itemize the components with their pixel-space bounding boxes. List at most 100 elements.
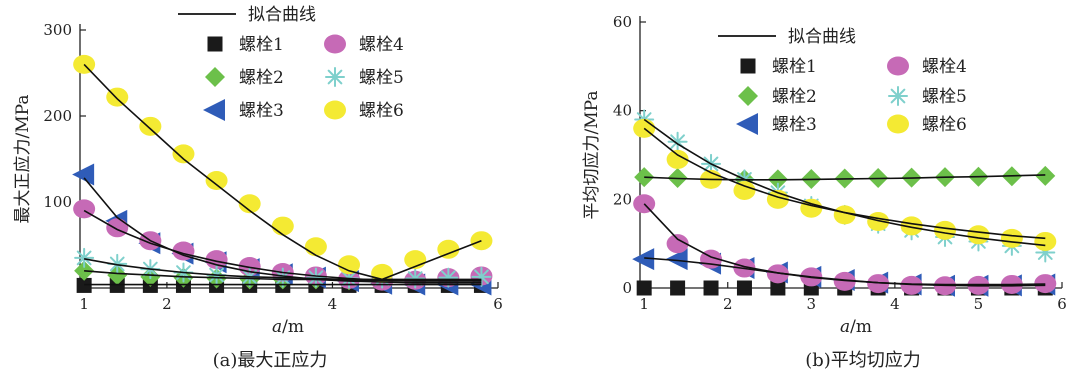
- legend-marker: [740, 58, 756, 74]
- legend-label: 螺栓5: [922, 87, 967, 107]
- chart-caption: (b)平均切应力: [805, 350, 921, 371]
- y-tick-label: 20: [613, 190, 632, 208]
- legend-item-2: 螺栓2: [738, 86, 817, 107]
- data-point: [139, 116, 162, 136]
- data-point: [632, 248, 655, 271]
- data-point: [338, 255, 361, 275]
- x-axis-variable: a: [272, 317, 282, 337]
- data-point: [438, 267, 459, 288]
- legend-marker: [887, 56, 909, 76]
- data-point: [666, 234, 689, 254]
- x-tick-label: 4: [328, 295, 338, 313]
- x-tick-label: 1: [639, 295, 649, 313]
- data-point: [1000, 228, 1023, 248]
- legend-label: 螺栓2: [239, 68, 284, 88]
- legend-label: 螺栓4: [359, 35, 404, 55]
- data-point: [74, 247, 95, 268]
- legend-label: 螺栓1: [239, 35, 284, 55]
- legend-marker: [205, 67, 225, 87]
- legend-item-6: 螺栓6: [324, 100, 404, 121]
- legend-label: 螺栓2: [772, 87, 817, 107]
- legend-marker: [324, 34, 346, 54]
- data-point: [736, 280, 752, 296]
- data-point: [670, 280, 686, 296]
- legend-marker: [736, 113, 758, 135]
- legend-fit-label: 拟合曲线: [248, 5, 316, 25]
- x-tick-label: 6: [1057, 295, 1067, 313]
- data-point: [304, 237, 327, 257]
- data-point: [106, 218, 129, 238]
- data-point: [666, 149, 689, 169]
- legend-item-3: 螺栓3: [736, 113, 817, 135]
- series-4: [633, 194, 1057, 296]
- data-point: [833, 271, 856, 291]
- data-point: [1034, 231, 1057, 251]
- x-tick-label: 5: [974, 295, 984, 313]
- fit-curve-4: [643, 203, 1046, 286]
- chart-caption: (a)最大正应力: [213, 350, 328, 371]
- legend-item-3: 螺栓3: [203, 99, 284, 121]
- legend-label: 螺栓6: [922, 115, 967, 135]
- legend-marker: [203, 99, 225, 121]
- legend-label: 螺栓1: [772, 57, 817, 77]
- legend-marker: [887, 114, 909, 134]
- data-point: [867, 274, 890, 294]
- x-tick-label: 1: [79, 295, 89, 313]
- x-axis-unit: /m: [282, 317, 304, 337]
- legend-label: 螺栓3: [772, 115, 817, 135]
- legend-label: 螺栓6: [359, 101, 404, 121]
- data-point: [172, 144, 195, 164]
- legend-item-4: 螺栓4: [324, 34, 404, 55]
- x-tick-label: 2: [162, 295, 172, 313]
- data-point: [634, 167, 655, 188]
- legend-marker: [207, 36, 223, 52]
- data-point: [633, 194, 656, 214]
- data-point: [238, 194, 261, 214]
- legend-item-1: 螺栓1: [207, 35, 284, 55]
- x-axis-label: a/m: [272, 317, 304, 337]
- legend-marker: [888, 86, 908, 106]
- data-point: [665, 248, 688, 271]
- data-point: [703, 280, 719, 296]
- data-point: [109, 277, 125, 293]
- x-tick-label: 3: [807, 295, 817, 313]
- fit-curve-6: [643, 127, 1046, 240]
- data-point: [967, 225, 990, 245]
- data-point: [205, 250, 228, 270]
- x-tick-label: 4: [890, 295, 900, 313]
- data-point: [107, 253, 128, 274]
- data-point: [271, 216, 294, 236]
- series-2: [634, 165, 1056, 190]
- fit-curve-5: [83, 258, 482, 281]
- legend-fit-label: 拟合曲线: [788, 27, 856, 47]
- y-axis-label: 平均切应力/MPa: [582, 91, 602, 220]
- data-point: [72, 163, 95, 186]
- data-point: [833, 205, 856, 225]
- legend-item-4: 螺栓4: [887, 56, 967, 77]
- legend-item-5: 螺栓5: [888, 86, 967, 107]
- legend-item-5: 螺栓5: [325, 67, 404, 88]
- fit-curve-3: [83, 177, 482, 284]
- fit-curve-4: [83, 209, 482, 282]
- x-tick-label: 2: [723, 295, 733, 313]
- data-point: [770, 280, 786, 296]
- data-point: [1035, 165, 1056, 186]
- legend-marker: [325, 67, 345, 87]
- series-6: [73, 54, 493, 283]
- data-point: [636, 280, 652, 296]
- fit-curve-6: [83, 63, 482, 281]
- data-point: [205, 171, 228, 190]
- x-axis-variable: a: [840, 317, 850, 337]
- data-point: [76, 277, 92, 293]
- legend-marker: [738, 86, 758, 106]
- legend-item-2: 螺栓2: [205, 67, 284, 88]
- legend-label: 螺栓5: [359, 68, 404, 88]
- fit-curve-2: [644, 174, 1046, 181]
- y-tick-label: 100: [43, 193, 72, 211]
- data-point: [934, 220, 957, 240]
- y-tick-label: 60: [613, 13, 632, 31]
- y-axis-label: 最大正应力/MPa: [13, 95, 33, 224]
